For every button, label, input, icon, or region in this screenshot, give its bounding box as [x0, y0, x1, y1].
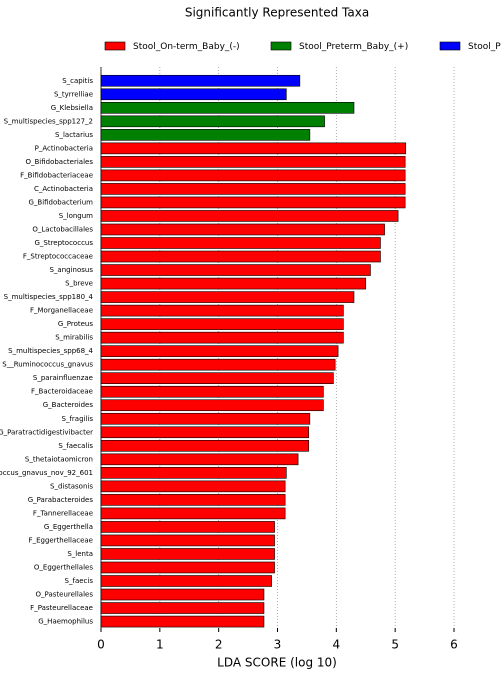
- x-tick-label: 1: [156, 638, 164, 652]
- legend-swatch: [270, 41, 292, 51]
- bar: [100, 412, 311, 425]
- bar: [100, 480, 286, 493]
- bar: [100, 223, 385, 236]
- y-tick-label: occus_gnavus_nov_92_601: [0, 469, 93, 477]
- bar: [100, 534, 275, 547]
- bar: [100, 156, 406, 168]
- bar: [100, 115, 325, 128]
- y-tick-label: F_Eggerthellaceae: [29, 536, 93, 544]
- y-tick-label: S__Ruminococcus_gnavus: [2, 361, 93, 369]
- y-tick-label: S_tyrrelliae: [54, 90, 93, 98]
- bar: [100, 129, 311, 141]
- bar: [100, 358, 336, 371]
- x-tick-label: 4: [333, 638, 341, 652]
- bar: [100, 426, 309, 439]
- bar: [100, 291, 355, 303]
- bar: [100, 183, 406, 195]
- y-tick-label: S_capitis: [62, 77, 93, 85]
- y-tick-label: S_distasonis: [50, 482, 93, 490]
- bar: [100, 507, 286, 520]
- bar: [100, 399, 324, 412]
- bar: [100, 345, 339, 357]
- bar: [100, 521, 275, 533]
- y-tick-label: S_faecis: [65, 577, 94, 585]
- chart-title: Significantly Represented Taxa: [185, 6, 369, 20]
- x-axis-label: LDA SCORE (log 10): [217, 656, 337, 670]
- y-tick-label: F_Streptococcaceae: [23, 253, 93, 261]
- bar: [100, 602, 265, 614]
- bar: [100, 304, 344, 317]
- y-tick-label: S_multispecies_spp68_4: [8, 347, 93, 355]
- bar: [100, 88, 287, 101]
- y-tick-label: F_Pasteurellaceae: [30, 604, 93, 612]
- bar: [100, 467, 287, 479]
- y-tick-label: C_Actinobacteria: [34, 185, 93, 193]
- bar: [100, 588, 265, 601]
- bar: [100, 615, 265, 628]
- y-tick-label: F_Bacteroidaceae: [31, 388, 93, 396]
- y-tick-label: S_fragilis: [62, 415, 94, 423]
- x-tick-label: 0: [97, 638, 105, 652]
- y-tick-label: O_Pasteurellales: [36, 591, 94, 599]
- x-tick-label: 6: [450, 638, 458, 652]
- y-tick-label: S_anginosus: [49, 266, 93, 274]
- y-tick-label: S_lenta: [67, 550, 93, 558]
- y-tick-label: G_Proteus: [58, 320, 94, 328]
- y-tick-label: S_mirabilis: [55, 334, 93, 342]
- x-tick-label: 2: [215, 638, 223, 652]
- y-tick-label: G_Paratractidigestivibacter: [0, 428, 93, 436]
- y-tick-label: G_Bacteroides: [43, 401, 94, 409]
- bar: [100, 494, 286, 506]
- y-tick-label: S_multispecies_spp127_2: [4, 117, 93, 125]
- y-tick-label: O_Lactobacillales: [32, 225, 93, 233]
- bar: [100, 142, 407, 155]
- legend-label: Stool_P: [468, 42, 501, 52]
- y-tick-label: P_Actinobacteria: [35, 144, 93, 152]
- bar: [100, 453, 299, 466]
- legend-swatch: [104, 41, 126, 51]
- bar: [100, 277, 367, 290]
- bar: [100, 372, 334, 385]
- bar: [100, 548, 275, 560]
- y-tick-label: G_Bifidobacterium: [28, 198, 93, 206]
- x-tick-label: 3: [274, 638, 282, 652]
- legend-label: Stool_Preterm_Baby_(+): [299, 42, 408, 52]
- bar: [100, 331, 344, 344]
- bar: [100, 102, 355, 114]
- bar: [100, 210, 399, 222]
- bar: [100, 575, 272, 587]
- y-tick-label: G_Eggerthella: [44, 523, 93, 531]
- y-tick-label: S_parainfluenzae: [33, 374, 93, 382]
- bar: [100, 385, 324, 398]
- bar: [100, 264, 371, 276]
- y-tick-label: G_Klebsiella: [51, 104, 93, 112]
- y-tick-label: S_breve: [65, 280, 93, 288]
- bar: [100, 250, 381, 263]
- x-tick-label: 5: [391, 638, 399, 652]
- y-tick-label: F_Tannerellaceae: [33, 509, 93, 517]
- bar: [100, 561, 275, 574]
- y-tick-label: S_faecalis: [58, 442, 93, 450]
- legend-swatch: [439, 41, 461, 51]
- bar: [100, 237, 381, 249]
- y-tick-label: G_Parabacteroides: [28, 496, 94, 504]
- y-tick-label: G_Haemophilus: [38, 618, 93, 626]
- bar: [100, 196, 406, 209]
- y-tick-label: S_lactarius: [55, 131, 93, 139]
- legend-label: Stool_On-term_Baby_(-): [133, 42, 240, 52]
- bar: [100, 439, 309, 452]
- bar: [100, 318, 344, 330]
- y-tick-label: O_Eggerthellales: [34, 563, 93, 571]
- y-tick-label: S_thetaiotaomicron: [25, 455, 93, 463]
- y-tick-label: S_multispecies_spp180_4: [4, 293, 94, 301]
- y-tick-label: F_Bifidobacteriaceae: [20, 171, 93, 179]
- y-tick-label: S_longum: [59, 212, 93, 220]
- bar: [100, 169, 406, 182]
- y-tick-label: O_Bifidobacteriales: [25, 158, 93, 166]
- bar: [100, 74, 301, 87]
- y-tick-label: G_Streptococcus: [34, 239, 93, 247]
- y-tick-label: F_Morganellaceae: [30, 307, 93, 315]
